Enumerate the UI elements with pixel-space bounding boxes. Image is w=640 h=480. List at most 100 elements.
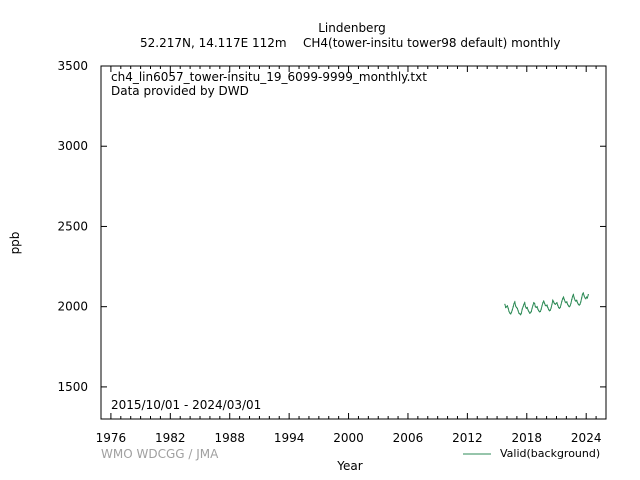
x-tick-label: 2018 bbox=[512, 431, 543, 445]
data-point bbox=[577, 303, 580, 305]
data-point bbox=[508, 310, 510, 313]
data-point bbox=[520, 314, 522, 316]
data-point bbox=[576, 299, 578, 301]
data-point bbox=[575, 300, 577, 302]
data-point bbox=[521, 308, 523, 310]
data-point bbox=[567, 303, 569, 305]
data-point bbox=[586, 296, 588, 298]
data-point bbox=[556, 302, 558, 304]
data-point bbox=[517, 310, 519, 312]
x-tick-label: 2024 bbox=[571, 431, 602, 445]
data-point bbox=[568, 306, 570, 308]
data-point bbox=[505, 306, 507, 309]
data-point bbox=[523, 303, 525, 305]
data-point bbox=[578, 304, 580, 306]
data-point bbox=[562, 298, 564, 300]
chart-title-location: 52.217N, 14.117E 112m bbox=[140, 36, 287, 50]
data-point bbox=[572, 295, 574, 297]
data-point bbox=[555, 302, 557, 305]
data-point bbox=[531, 307, 533, 309]
data-point bbox=[522, 306, 524, 308]
data-point bbox=[543, 300, 545, 302]
credit-label: WMO WDCGG / JMA bbox=[101, 447, 219, 461]
chart-title-parameter: CH4(tower-insitu tower98 default) monthl… bbox=[303, 36, 561, 50]
data-point bbox=[566, 301, 568, 303]
data-point bbox=[518, 312, 520, 314]
data-point bbox=[541, 305, 543, 307]
data-point bbox=[545, 305, 547, 307]
data-point bbox=[529, 312, 532, 314]
data-point bbox=[535, 306, 537, 309]
data-point bbox=[583, 295, 585, 297]
data-point bbox=[540, 308, 542, 310]
data-point bbox=[546, 304, 548, 306]
data-point bbox=[534, 306, 537, 308]
data-point bbox=[569, 305, 571, 307]
data-point bbox=[515, 306, 518, 309]
data-point bbox=[585, 298, 587, 300]
data-point bbox=[539, 310, 542, 313]
data-point bbox=[587, 294, 589, 296]
x-tick-label: 2006 bbox=[393, 431, 424, 445]
data-point bbox=[516, 307, 518, 309]
data-point bbox=[510, 313, 512, 315]
data-point bbox=[538, 310, 540, 312]
data-point bbox=[542, 302, 544, 304]
data-point bbox=[528, 310, 530, 313]
data-point bbox=[558, 306, 560, 309]
data-point bbox=[586, 297, 589, 299]
plot-frame bbox=[100, 65, 607, 420]
data-point bbox=[581, 293, 584, 295]
data-point bbox=[565, 302, 567, 304]
series-line bbox=[504, 291, 589, 316]
data-point bbox=[509, 312, 511, 314]
data-point bbox=[580, 301, 582, 303]
data-point bbox=[584, 297, 586, 299]
data-point bbox=[519, 313, 521, 315]
x-tick-label: 2000 bbox=[333, 431, 364, 445]
x-tick-label: 1994 bbox=[274, 431, 305, 445]
x-tick-label: 1988 bbox=[214, 431, 245, 445]
data-point bbox=[549, 309, 551, 311]
data-point bbox=[525, 307, 528, 309]
file-name-label: ch4_lin6057_tower-insitu_19_6099-9999_mo… bbox=[111, 70, 427, 84]
data-point bbox=[570, 302, 572, 305]
data-point bbox=[513, 302, 515, 305]
data-point bbox=[533, 302, 535, 304]
x-tick-label: 2012 bbox=[452, 431, 483, 445]
data-point bbox=[520, 312, 523, 314]
data-point bbox=[561, 300, 563, 302]
data-point bbox=[512, 306, 514, 308]
data-point bbox=[511, 309, 513, 311]
data-point bbox=[504, 303, 506, 305]
data-point bbox=[547, 306, 549, 309]
data-point bbox=[573, 297, 575, 299]
y-axis-label: ppb bbox=[8, 231, 22, 255]
data-point bbox=[551, 303, 553, 305]
data-point bbox=[514, 301, 516, 303]
data-point bbox=[558, 307, 561, 309]
data-point bbox=[560, 304, 562, 306]
data-point bbox=[579, 303, 581, 305]
data-point bbox=[507, 307, 509, 309]
data-point bbox=[515, 305, 517, 307]
data-point bbox=[536, 306, 538, 308]
data-point bbox=[506, 306, 508, 308]
y-tick-label: 2000 bbox=[57, 300, 88, 314]
period-label: 2015/10/01 - 2024/03/01 bbox=[111, 398, 262, 412]
data-point bbox=[562, 296, 565, 298]
data-point bbox=[557, 304, 559, 306]
chart-title-station: Lindenberg bbox=[318, 21, 386, 35]
data-point bbox=[526, 306, 528, 309]
data-point bbox=[548, 309, 550, 311]
data-point bbox=[537, 308, 539, 310]
x-tick-label: 1982 bbox=[155, 431, 186, 445]
data-point bbox=[510, 311, 513, 313]
data-point bbox=[532, 304, 534, 306]
data-point bbox=[543, 302, 546, 304]
y-tick-label: 3000 bbox=[57, 139, 88, 153]
data-point bbox=[527, 309, 529, 311]
data-point bbox=[559, 306, 561, 309]
data-point bbox=[576, 302, 579, 304]
data-point bbox=[550, 307, 552, 309]
